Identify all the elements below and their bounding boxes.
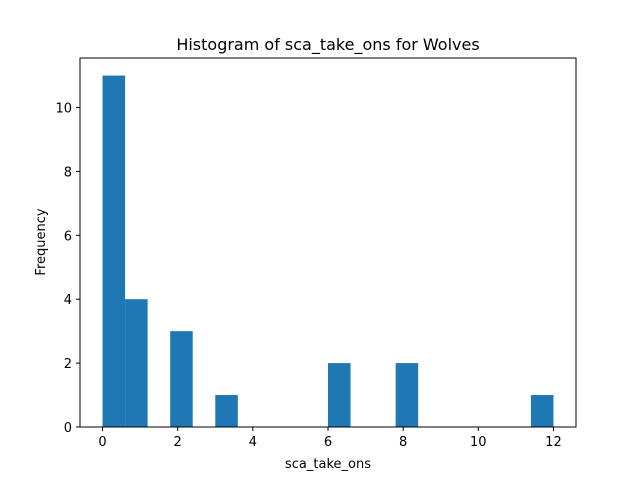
y-axis-label: Frequency	[34, 208, 49, 275]
y-tick-label: 6	[64, 229, 72, 244]
y-tick-label: 4	[64, 293, 72, 308]
histogram-bar-10	[328, 363, 351, 427]
y-tick-label: 8	[64, 165, 72, 180]
x-axis-label: sca_take_ons	[285, 457, 371, 472]
x-tick-label: 8	[399, 435, 407, 450]
histogram-bar-13	[395, 363, 419, 427]
histogram-bar-0	[102, 75, 126, 428]
histogram-bar-1	[125, 299, 148, 427]
y-tick-label: 2	[64, 357, 72, 372]
x-tick-label: 4	[249, 435, 257, 450]
y-tick-label: 0	[64, 421, 72, 436]
x-tick-label: 10	[470, 435, 487, 450]
histogram-bar-5	[215, 395, 238, 427]
y-axis-ticks: 0 2 4 6 8 10	[55, 102, 80, 436]
x-tick-label: 6	[324, 435, 332, 450]
x-tick-label: 12	[545, 435, 562, 450]
histogram-bar-19	[530, 395, 554, 427]
x-axis-ticks: 0 2 4 6 8 10 12	[98, 427, 562, 450]
y-tick-label: 10	[55, 102, 72, 117]
bars-layer	[102, 75, 554, 428]
x-tick-label: 0	[98, 435, 106, 450]
histogram-bar-3	[170, 331, 193, 427]
chart-title: Histogram of sca_take_ons for Wolves	[176, 35, 479, 55]
x-tick-label: 2	[174, 435, 182, 450]
